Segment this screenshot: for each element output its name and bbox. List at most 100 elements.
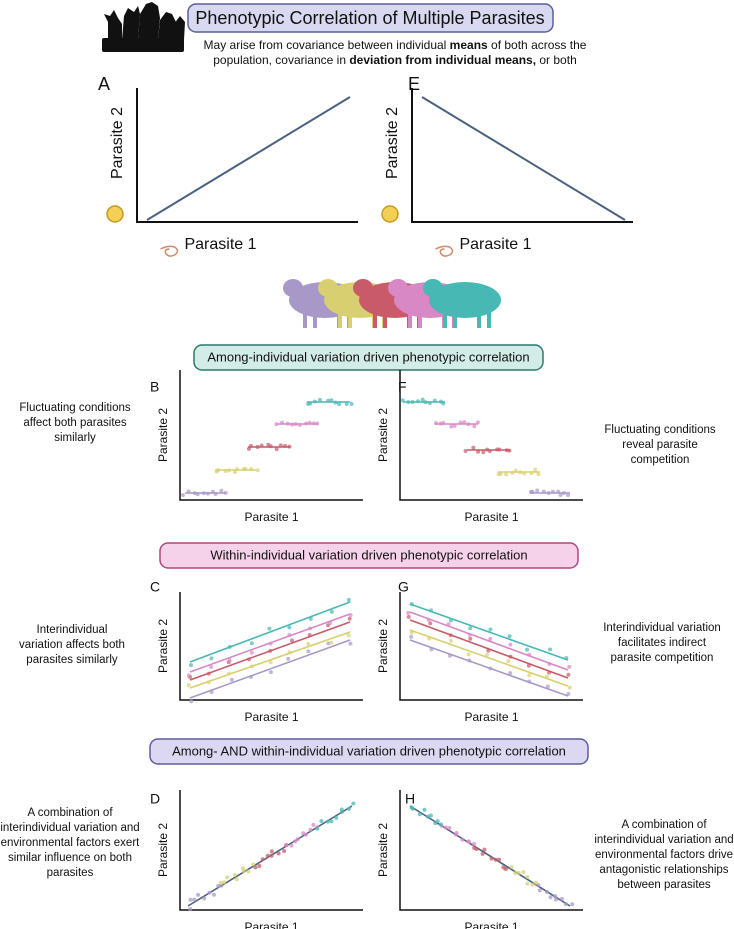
point <box>249 641 254 646</box>
point <box>570 902 575 907</box>
parasite-2-icon <box>381 205 399 223</box>
subtitle-run: deviation from individual means, <box>349 53 536 67</box>
point <box>278 443 283 448</box>
point <box>553 897 558 902</box>
point <box>525 647 530 652</box>
point <box>508 671 513 676</box>
point <box>448 633 453 638</box>
point <box>196 892 201 897</box>
point <box>467 658 472 663</box>
point <box>466 652 471 657</box>
point <box>347 616 352 621</box>
point <box>249 675 254 680</box>
point <box>462 420 467 425</box>
axes <box>179 370 363 501</box>
point <box>417 812 422 817</box>
point <box>326 398 331 403</box>
point <box>268 660 273 665</box>
x-axis-label: Parasite 1 <box>244 710 298 724</box>
point <box>295 837 300 842</box>
point <box>274 422 279 427</box>
point <box>525 875 530 880</box>
point <box>251 862 256 867</box>
point <box>334 815 339 820</box>
point <box>449 424 454 429</box>
parasite-1-icon <box>435 245 454 257</box>
caption-line: similarly <box>54 432 96 444</box>
point <box>306 641 311 646</box>
point <box>447 826 452 831</box>
point <box>409 805 414 810</box>
point <box>268 670 273 675</box>
point <box>518 470 523 475</box>
point <box>188 897 193 902</box>
point <box>510 470 515 475</box>
point <box>346 633 351 638</box>
point <box>472 846 477 851</box>
point <box>290 422 295 427</box>
point <box>329 819 334 824</box>
point <box>467 632 472 637</box>
point <box>306 649 311 654</box>
point <box>246 446 251 451</box>
panel-letter: B <box>150 379 159 395</box>
point <box>348 613 353 618</box>
point <box>225 875 230 880</box>
fit-line <box>189 631 351 689</box>
point <box>544 674 549 679</box>
point <box>351 801 356 806</box>
point <box>286 656 291 661</box>
point <box>448 618 453 623</box>
point <box>432 398 437 403</box>
point <box>509 865 514 870</box>
point <box>346 597 351 602</box>
point <box>559 896 564 901</box>
point <box>311 421 316 426</box>
section-title: Within-individual variation driven pheno… <box>210 547 527 562</box>
point <box>506 659 511 664</box>
sheep-head <box>353 279 373 297</box>
point <box>289 638 294 643</box>
point <box>480 851 485 856</box>
point <box>344 401 349 406</box>
point <box>433 421 438 426</box>
caption-line: Fluctuating conditions <box>604 424 715 436</box>
point <box>304 832 309 837</box>
point <box>526 663 531 668</box>
caption-line: competition <box>631 454 690 466</box>
point <box>433 821 438 826</box>
point <box>472 424 477 429</box>
point <box>285 421 290 426</box>
fit-line <box>409 611 569 671</box>
sheep-leg <box>487 310 491 328</box>
point <box>513 871 518 876</box>
point <box>545 684 550 689</box>
point <box>308 401 313 406</box>
point <box>325 819 330 824</box>
point <box>428 621 433 626</box>
point <box>541 489 546 494</box>
x-axis-label: Parasite 1 <box>464 710 518 724</box>
point <box>202 896 207 901</box>
point <box>205 491 210 496</box>
point <box>508 642 513 647</box>
point <box>535 488 540 493</box>
point <box>449 638 454 643</box>
point <box>207 890 212 895</box>
point <box>246 869 251 874</box>
point <box>259 443 264 448</box>
point <box>426 617 431 622</box>
point <box>409 630 414 635</box>
point <box>471 445 476 450</box>
point <box>530 489 535 494</box>
point <box>548 895 553 900</box>
point <box>232 872 237 877</box>
point <box>416 399 421 404</box>
point <box>529 471 534 476</box>
point <box>537 888 542 893</box>
caption-line: parasites <box>47 867 94 879</box>
sheep-leg <box>418 310 422 328</box>
point <box>293 422 298 427</box>
point <box>468 636 473 641</box>
subtitle-line: population, covariance in deviation from… <box>213 53 577 67</box>
